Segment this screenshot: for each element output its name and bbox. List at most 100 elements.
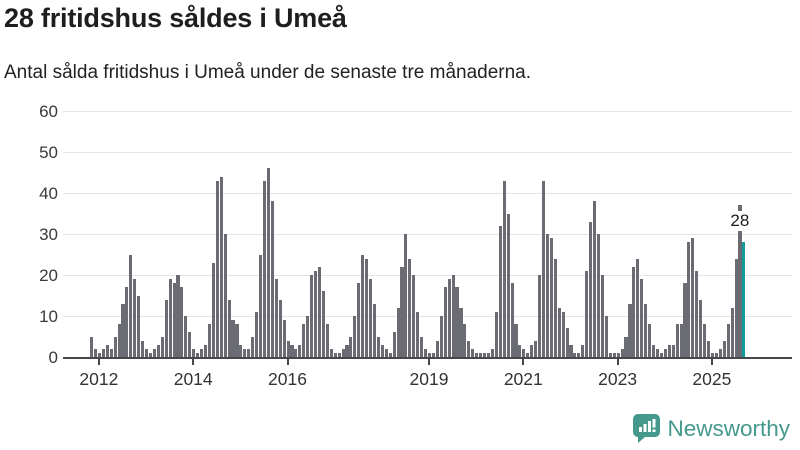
bar: [286, 340, 290, 357]
bar: [644, 303, 648, 357]
bar: [278, 299, 282, 357]
bar: [274, 279, 278, 357]
bar: [651, 344, 656, 357]
bar: [207, 324, 211, 357]
x-axis-label: 2014: [173, 369, 213, 389]
bar: [447, 279, 451, 357]
bar: [541, 180, 546, 357]
y-axis-label: 50: [39, 142, 58, 162]
bar: [372, 303, 377, 357]
bar: [321, 291, 325, 357]
gridline: [63, 193, 792, 194]
bar: [710, 352, 715, 357]
bar: [522, 348, 526, 357]
bar: [416, 311, 420, 357]
bar: [471, 348, 475, 357]
bar: [648, 324, 652, 357]
bar: [553, 258, 557, 357]
gridline: [63, 234, 792, 235]
bar: [400, 266, 404, 357]
x-axis-tick: [428, 359, 430, 365]
bar: [545, 234, 549, 357]
bar: [671, 344, 675, 357]
bar: [722, 340, 726, 357]
x-axis-label: 2012: [79, 369, 119, 389]
bar: [549, 238, 553, 357]
bar: [376, 336, 380, 357]
bar: [231, 320, 235, 357]
bar: [726, 324, 730, 357]
bar: [734, 258, 738, 357]
gridline: [63, 111, 792, 112]
bar: [585, 270, 589, 357]
bar: [691, 238, 695, 357]
bar: [573, 352, 577, 357]
bar: [227, 299, 231, 357]
bar: [565, 328, 569, 357]
bar: [534, 340, 538, 357]
brand-name: Newsworthy: [667, 415, 790, 441]
bar: [251, 336, 255, 357]
bar: [443, 287, 447, 357]
bar: [467, 340, 471, 357]
highlighted-bar: [742, 242, 746, 357]
bar: [687, 242, 691, 357]
bar: [707, 340, 711, 357]
bar: [624, 336, 628, 357]
bar: [604, 316, 608, 357]
bar: [258, 254, 263, 357]
bar: [141, 340, 145, 357]
bar: [714, 352, 718, 357]
bar: [345, 344, 349, 357]
bar: [145, 348, 149, 357]
bar: [266, 168, 270, 357]
bar: [121, 303, 125, 357]
bar: [349, 336, 353, 357]
bar: [109, 348, 113, 357]
bar: [184, 316, 188, 357]
bar: [510, 283, 514, 357]
page-title: 28 fritidshus såldes i Umeå: [4, 3, 347, 33]
bar: [357, 283, 361, 357]
bar: [133, 279, 137, 357]
bar: [738, 205, 742, 357]
bar: [148, 352, 153, 357]
bar: [703, 324, 707, 357]
bar: [620, 348, 624, 357]
bar: [365, 258, 369, 357]
bar: [317, 266, 322, 357]
bar: [483, 352, 487, 357]
bar: [129, 254, 133, 357]
bar: [172, 283, 176, 357]
bar: [695, 270, 699, 357]
y-axis-label: 20: [39, 265, 58, 285]
bar: [384, 348, 388, 357]
bar: [640, 279, 644, 357]
bar: [380, 344, 384, 357]
bar: [353, 316, 357, 357]
x-axis-label: 2021: [503, 369, 543, 389]
x-axis-label: 2025: [692, 369, 732, 389]
bar: [451, 275, 455, 357]
bar: [388, 352, 392, 357]
bar: [152, 348, 156, 357]
bar: [392, 332, 396, 357]
gridline: [63, 152, 792, 153]
bar: [113, 336, 117, 357]
bar: [235, 324, 239, 357]
bar: [569, 344, 573, 357]
bar: [369, 279, 373, 357]
bar: [196, 352, 200, 357]
bar: [675, 324, 679, 357]
bar: [97, 352, 101, 357]
x-axis-label: 2023: [598, 369, 638, 389]
y-axis-label: 10: [39, 306, 58, 326]
bar: [223, 234, 227, 357]
bar: [192, 348, 196, 357]
bar: [616, 352, 620, 357]
x-axis-tick: [192, 359, 195, 365]
bar: [608, 352, 612, 357]
bar: [314, 270, 318, 357]
bar: [526, 352, 530, 357]
bar: [294, 348, 298, 357]
